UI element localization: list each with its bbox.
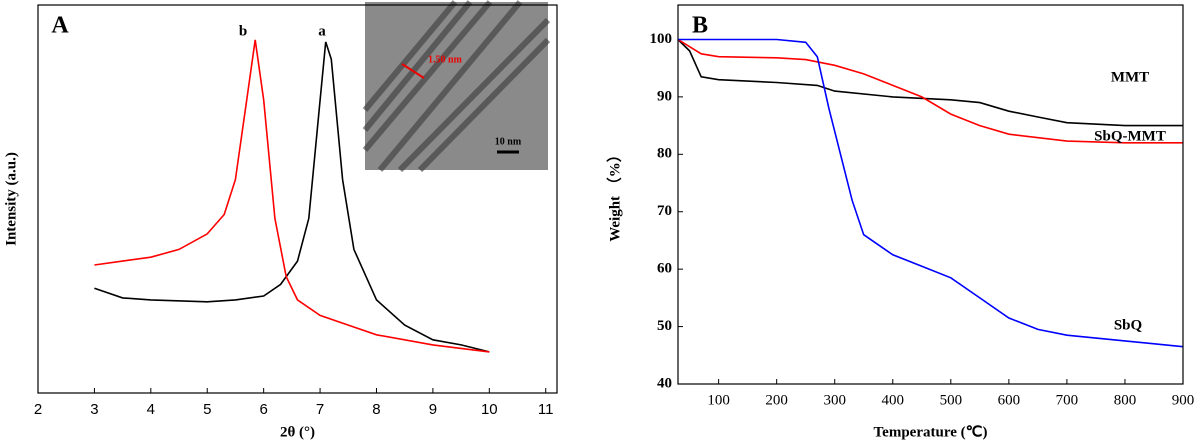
series-label: a [318, 23, 326, 39]
x-tick-label: 5 [203, 401, 211, 418]
data-line [677, 38, 1183, 127]
inset-annotation: 10 nm [495, 136, 522, 147]
x-tick-label: 7 [316, 401, 324, 418]
x-tick-label: 9 [429, 401, 437, 418]
tem-image [365, 2, 548, 170]
x-tick-label: 3 [90, 401, 98, 418]
x-tick-label: 400 [882, 392, 905, 408]
y-tick-label: 90 [657, 88, 672, 104]
y-tick-label: 40 [657, 375, 672, 391]
lattice-fringes [362, 0, 551, 173]
series-label: SbQ-MMT [1094, 128, 1166, 144]
y-tick-label: 100 [650, 31, 673, 47]
x-tick-label: 500 [940, 392, 963, 408]
y-tick-label: 50 [657, 318, 672, 334]
inset-image: 1.50 nm 10 nm [362, 0, 551, 173]
data-line [678, 38, 1184, 348]
x-tick-label: 6 [259, 401, 267, 418]
x-tick-label: 100 [707, 392, 730, 408]
x-tick-label: 300 [823, 392, 846, 408]
y-tick-label: 70 [657, 203, 672, 219]
x-tick-label: 4 [147, 401, 155, 418]
series-label: MMT [1111, 69, 1149, 85]
x-tick-label: 700 [1056, 392, 1079, 408]
panel-label: B [692, 13, 708, 39]
inset-annotation: 1.50 nm [428, 54, 463, 65]
x-tick-label: 900 [1172, 392, 1195, 408]
x-axis-label: Temperature (℃) [874, 424, 988, 440]
data-line [677, 38, 1183, 144]
y-tick-label: 60 [657, 261, 672, 277]
series-label: SbQ [1114, 317, 1143, 333]
series-label: b [239, 23, 247, 39]
y-axis-label: Weight （%） [605, 147, 623, 242]
panel-label: A [51, 13, 69, 39]
y-axis-label: Intensity (a.u.) [3, 152, 19, 246]
x-tick-label: 10 [481, 401, 498, 418]
plot-frame [37, 4, 558, 394]
data-line [94, 39, 490, 353]
spacing-arrow [401, 63, 425, 79]
x-tick-label: 11 [538, 401, 554, 418]
x-tick-label: 200 [765, 392, 788, 408]
plot-frame [677, 4, 1184, 385]
x-tick-label: 600 [998, 392, 1021, 408]
x-axis-label: 2θ (°) [280, 424, 315, 440]
x-tick-label: 800 [1114, 392, 1137, 408]
y-tick-label: 80 [657, 146, 672, 162]
x-tick-label: 8 [372, 401, 380, 418]
data-line [94, 41, 490, 353]
x-tick-label: 2 [34, 401, 42, 418]
